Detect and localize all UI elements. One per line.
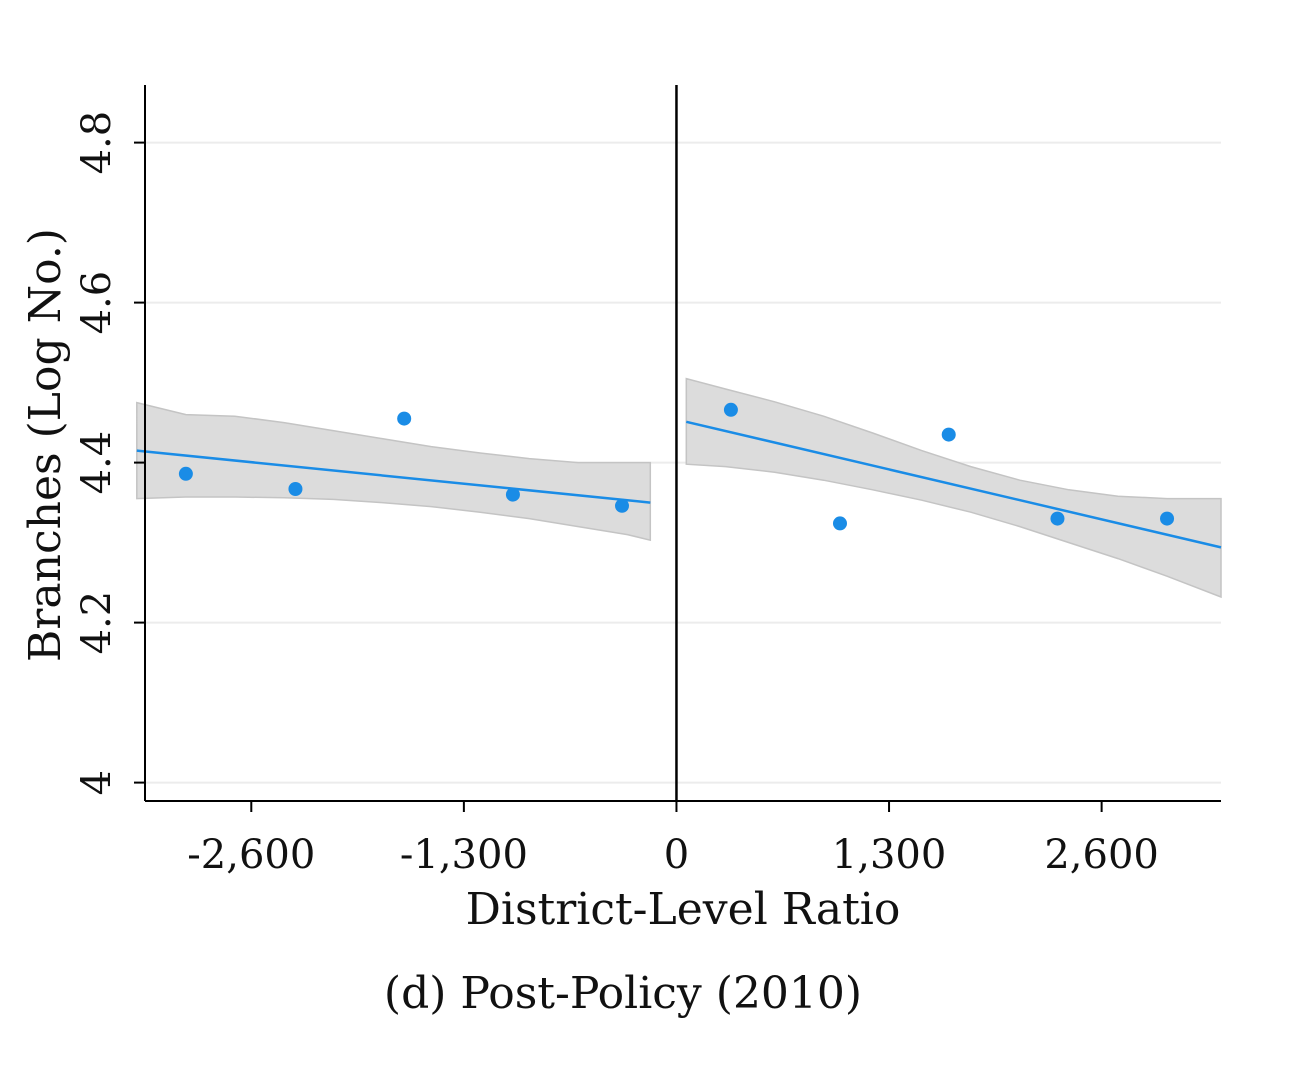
x-axis-title: District-Level Ratio <box>466 884 901 935</box>
figure-caption: (d) Post-Policy (2010) <box>383 968 863 1019</box>
data-point-right-2 <box>832 516 847 531</box>
y-tick-label-1: 4.2 <box>74 591 120 655</box>
ci-band-right <box>685 377 1222 599</box>
data-point-left-4 <box>505 487 520 502</box>
x-tick-label-3: 1,300 <box>832 832 947 878</box>
data-point-left-3 <box>397 411 412 426</box>
x-tick-label-0: -2,600 <box>187 832 315 878</box>
x-tick-label-4: 2,600 <box>1044 832 1159 878</box>
fit-lines <box>136 420 1222 549</box>
y-tick-label-4: 4.8 <box>74 111 120 175</box>
confidence-bands <box>136 377 1222 599</box>
axes <box>134 85 1221 812</box>
data-point-right-4 <box>1050 511 1065 526</box>
x-tick-label-2: 0 <box>664 832 689 878</box>
y-axis-title: Branches (Log No.) <box>20 228 71 662</box>
data-points <box>178 402 1175 531</box>
data-point-right-5 <box>1160 511 1175 526</box>
data-point-left-5 <box>615 498 630 513</box>
tick-labels: 4 4.2 4.4 4.6 4.8 -2,600 -1,300 0 1,300 2,600 <box>74 111 1159 878</box>
fit-line-right <box>685 420 1222 549</box>
y-tick-label-2: 4.4 <box>74 431 120 495</box>
y-tick-label-3: 4.6 <box>74 271 120 335</box>
data-point-left-2 <box>288 482 303 496</box>
x-tick-label-1: -1,300 <box>400 832 528 878</box>
data-point-right-1 <box>723 402 738 417</box>
data-point-left-1 <box>178 466 193 481</box>
data-point-right-3 <box>941 427 956 442</box>
y-tick-label-0: 4 <box>74 770 120 795</box>
ci-band-left <box>136 401 652 542</box>
fit-line-left <box>136 449 651 504</box>
